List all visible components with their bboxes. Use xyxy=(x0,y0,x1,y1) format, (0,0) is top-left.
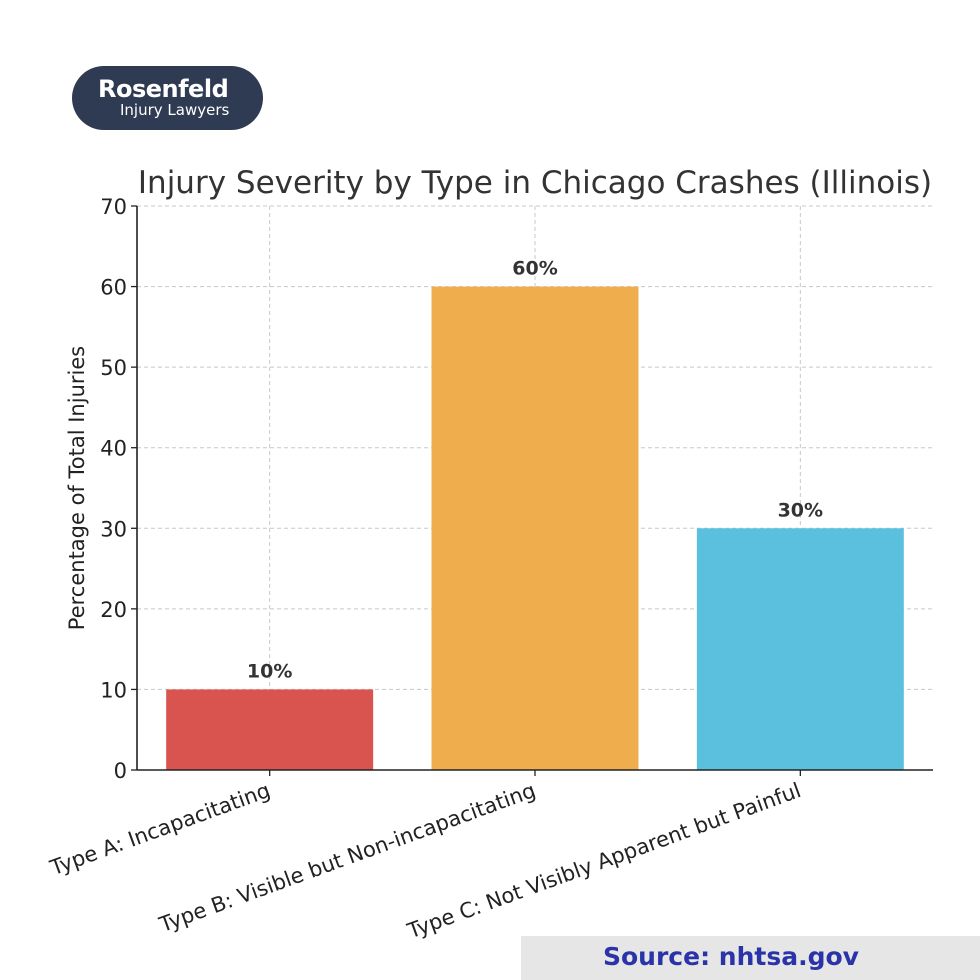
y-tick-label: 50 xyxy=(100,356,127,380)
y-tick-label: 40 xyxy=(100,437,127,461)
source-note: Source: nhtsa.gov xyxy=(521,936,980,980)
axes xyxy=(136,206,933,771)
logo-tagline: Injury Lawyers xyxy=(120,101,230,119)
category-label: Type A: Incapacitating xyxy=(46,778,273,880)
data-label: 60% xyxy=(512,258,557,280)
rosenfeld-logo: Rosenfeld Injury Lawyers xyxy=(72,66,263,130)
y-tick-label: 70 xyxy=(100,195,127,219)
y-tick-label: 30 xyxy=(100,517,127,541)
y-axis-label: Percentage of Total Injuries xyxy=(65,346,89,630)
y-tick-label: 10 xyxy=(100,678,127,702)
data-label: 30% xyxy=(778,499,823,521)
bar-c xyxy=(696,528,904,770)
bar-b xyxy=(431,286,639,770)
y-tick-label: 0 xyxy=(114,759,127,783)
data-label: 10% xyxy=(247,660,292,682)
chart-title: Injury Severity by Type in Chicago Crash… xyxy=(138,165,932,201)
bar-a xyxy=(166,689,374,770)
logo-name: Rosenfeld xyxy=(98,75,229,103)
source-text: Source: nhtsa.gov xyxy=(603,942,859,971)
bars xyxy=(166,286,904,770)
y-tick-label: 20 xyxy=(100,598,127,622)
y-tick-label: 60 xyxy=(100,276,127,300)
